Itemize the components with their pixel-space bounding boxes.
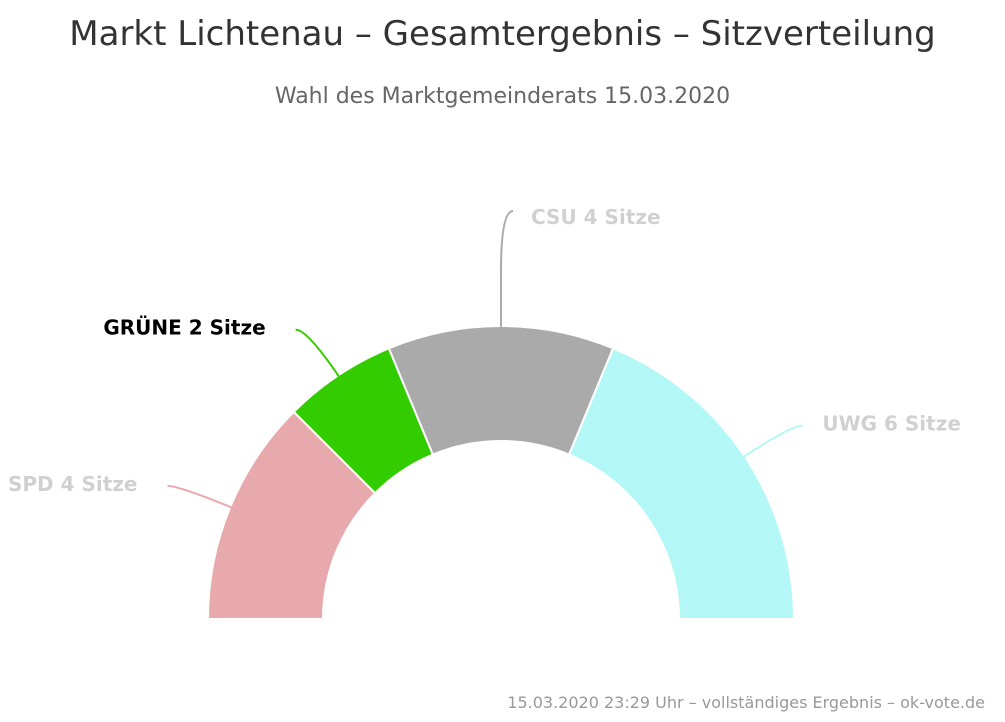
- connector-csu: [500, 210, 514, 334]
- label-csu: CSU 4 Sitze: [531, 205, 661, 229]
- connectors-layer: [167, 210, 803, 511]
- connector-uwg: [737, 424, 803, 462]
- footer-credit: 15.03.2020 23:29 Uhr – vollständiges Erg…: [507, 693, 985, 712]
- slices-layer: [206, 325, 796, 620]
- chart-title: Markt Lichtenau – Gesamtergebnis – Sitzv…: [69, 14, 936, 54]
- chart-subtitle: Wahl des Marktgemeinderats 15.03.2020: [274, 84, 731, 109]
- labels-layer: SPD 4 Sitze GRÜNE 2 Sitze CSU 4 Sitze UWG 6…: [8, 205, 961, 496]
- label-spd: SPD 4 Sitze: [8, 472, 138, 496]
- label-uwg: UWG 6 Sitze: [822, 412, 961, 436]
- connector-gr-ne: [295, 328, 344, 383]
- label-gr-ne: GRÜNE 2 Sitze: [103, 316, 265, 340]
- slice-uwg[interactable]: [567, 346, 796, 620]
- connector-spd: [167, 484, 239, 511]
